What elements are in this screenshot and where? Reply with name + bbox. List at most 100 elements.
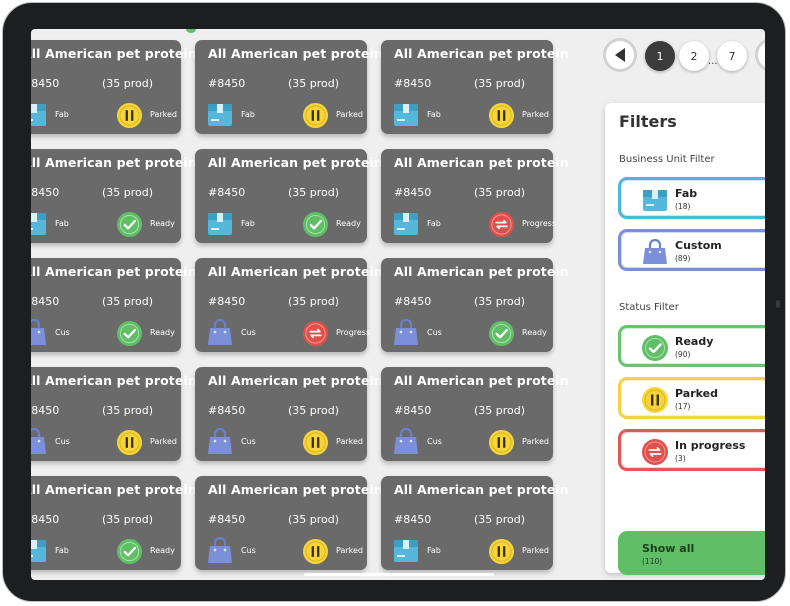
status-dot (186, 29, 196, 33)
order-card-title: All American pet protein (394, 373, 569, 388)
order-card[interactable]: All American pet protein #8450 (35 prod) Cu… (195, 258, 383, 352)
pause-icon (488, 102, 515, 129)
pause-icon (642, 387, 668, 413)
order-card-code: #8450 (394, 77, 432, 90)
order-card-product-count: (35 prod) (102, 404, 154, 417)
order-card[interactable]: All American pet protein #8450 (35 prod) Cu… (31, 258, 197, 352)
order-card-code: #8450 (208, 295, 246, 308)
order-card-status: Ready (150, 546, 175, 555)
order-card-business-unit: Fab (427, 546, 441, 555)
order-card-product-count: (35 prod) (474, 77, 526, 90)
order-card-business-unit: Cus (241, 437, 256, 446)
order-card-title: All American pet protein (394, 155, 569, 170)
tablet-side-button (776, 300, 780, 308)
filters-panel: Filters Business Unit Filter Fab (18) (605, 103, 765, 575)
pause-icon (302, 429, 329, 456)
order-card[interactable]: All American pet protein #8450 (35 prod) Fa… (381, 149, 569, 243)
pagination-ellipsis: ... (708, 56, 718, 67)
filter-in-progress-button[interactable]: In progress (3) (618, 429, 765, 471)
shopping-bag-icon (393, 318, 419, 346)
shopping-bag-icon (643, 238, 667, 264)
order-card[interactable]: All American pet protein #8450 (35 prod) Fa… (31, 40, 197, 134)
shopping-bag-icon (31, 318, 47, 346)
check-badge-icon (488, 320, 515, 347)
order-card-status: Parked (336, 437, 364, 446)
order-card-product-count: (35 prod) (102, 186, 154, 199)
status-filter-label: Status Filter (619, 302, 679, 313)
shopping-bag-icon (393, 427, 419, 455)
page-button-7[interactable]: 7 (717, 41, 747, 71)
order-card-status: Parked (336, 546, 364, 555)
filter-parked-label: Parked (675, 387, 718, 400)
order-card-status: Ready (150, 328, 175, 337)
order-card[interactable]: All American pet protein #8450 (35 prod) Fa… (381, 476, 569, 570)
order-card-code: #8450 (31, 404, 60, 417)
box-icon (31, 100, 47, 128)
order-card-business-unit: Fab (55, 219, 69, 228)
order-card-business-unit: Fab (427, 219, 441, 228)
order-card-product-count: (35 prod) (102, 295, 154, 308)
filter-custom-count: (89) (675, 254, 691, 263)
order-card[interactable]: All American pet protein #8450 (35 prod) Fa… (195, 40, 383, 134)
box-icon (393, 209, 419, 237)
pause-icon (116, 102, 143, 129)
show-all-button[interactable]: Show all (110) (618, 531, 765, 575)
show-all-count: (110) (642, 557, 663, 566)
page-button-1[interactable]: 1 (645, 41, 675, 71)
order-card-title: All American pet protein (208, 46, 383, 61)
pause-icon (302, 102, 329, 129)
order-card-business-unit: Cus (427, 437, 442, 446)
box-icon (31, 536, 47, 564)
order-card-business-unit: Cus (241, 328, 256, 337)
sync-icon (642, 439, 668, 465)
check-badge-icon (116, 211, 143, 238)
order-card[interactable]: All American pet protein #8450 (35 prod) Fa… (381, 40, 569, 134)
order-card[interactable]: All American pet protein #8450 (35 prod) Cu… (381, 258, 569, 352)
filter-ready-button[interactable]: Ready (90) (618, 325, 765, 367)
box-icon (31, 209, 47, 237)
box-icon (393, 100, 419, 128)
order-card-product-count: (35 prod) (288, 295, 340, 308)
order-card[interactable]: All American pet protein #8450 (35 prod) Cu… (195, 367, 383, 461)
filter-ready-count: (90) (675, 350, 691, 359)
order-card-title: All American pet protein (394, 482, 569, 497)
order-card-status: Ready (522, 328, 547, 337)
filter-custom-button[interactable]: Custom (89) (618, 229, 765, 271)
pause-icon (488, 538, 515, 565)
filter-parked-button[interactable]: Parked (17) (618, 377, 765, 419)
order-card-code: #8450 (394, 295, 432, 308)
check-badge-icon (116, 538, 143, 565)
order-card[interactable]: All American pet protein #8450 (35 prod) Cu… (195, 476, 383, 570)
next-page-button[interactable] (755, 38, 765, 72)
order-card-status: Parked (336, 110, 364, 119)
order-card-code: #8450 (31, 186, 60, 199)
order-card-business-unit: Fab (241, 219, 255, 228)
order-card-product-count: (35 prod) (474, 404, 526, 417)
filters-title: Filters (619, 112, 677, 131)
box-icon (207, 100, 233, 128)
order-card-business-unit: Fab (427, 110, 441, 119)
order-card-code: #8450 (208, 404, 246, 417)
home-indicator (304, 573, 494, 576)
filter-fab-button[interactable]: Fab (18) (618, 177, 765, 219)
pagination: 1 2 ... 7 (603, 38, 765, 78)
order-card-title: All American pet protein (31, 155, 197, 170)
order-card-business-unit: Fab (55, 110, 69, 119)
order-card-status: Ready (150, 219, 175, 228)
order-card-product-count: (35 prod) (288, 77, 340, 90)
order-card[interactable]: All American pet protein #8450 (35 prod) Fa… (31, 149, 197, 243)
order-card-product-count: (35 prod) (474, 295, 526, 308)
check-badge-icon (116, 320, 143, 347)
order-card[interactable]: All American pet protein #8450 (35 prod) Cu… (31, 367, 197, 461)
order-card[interactable]: All American pet protein #8450 (35 prod) Cu… (381, 367, 569, 461)
order-card[interactable]: All American pet protein #8450 (35 prod) Fa… (195, 149, 383, 243)
prev-page-button[interactable] (603, 38, 637, 72)
order-card-title: All American pet protein (31, 373, 197, 388)
order-card-title: All American pet protein (31, 482, 197, 497)
box-icon (393, 536, 419, 564)
pause-icon (302, 538, 329, 565)
order-card-title: All American pet protein (208, 155, 383, 170)
page-button-2[interactable]: 2 (679, 41, 709, 71)
order-card[interactable]: All American pet protein #8450 (35 prod) Fa… (31, 476, 197, 570)
order-card-status: Parked (150, 110, 178, 119)
